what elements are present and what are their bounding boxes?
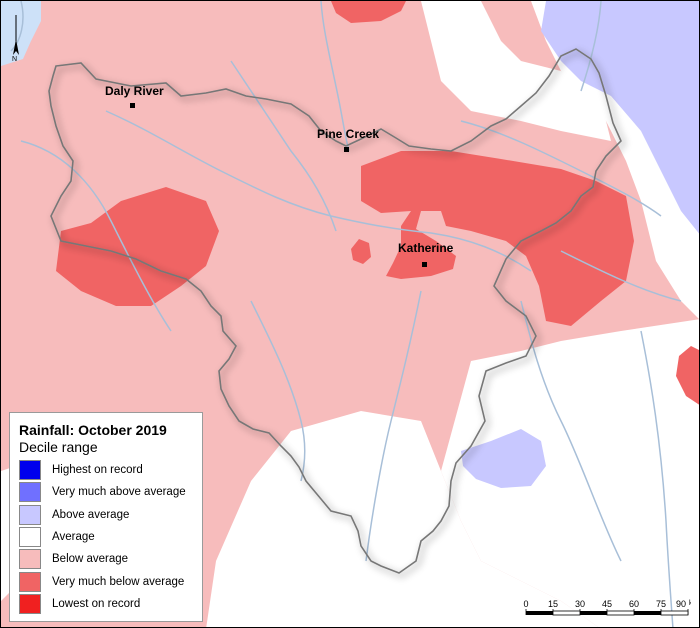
legend-item-very-much-above-average: Very much above average: [19, 481, 186, 503]
legend-label: Very much below average: [52, 576, 185, 588]
legend-swatch: [19, 482, 41, 502]
katherine-region-outline: [48, 48, 622, 574]
legend-label: Very much above average: [52, 486, 186, 498]
town-label: Daly River: [105, 84, 164, 98]
town-katherine: Katherine: [398, 241, 454, 267]
scale-tick-label: 0: [523, 599, 528, 609]
legend-label: Lowest on record: [52, 598, 141, 610]
region-average-southeast: [441, 319, 699, 627]
legend-item-highest-on-record: Highest on record: [19, 459, 143, 481]
legend-swatch: [19, 594, 41, 614]
legend-swatch: [19, 460, 41, 480]
region-above-average-southeast: [461, 429, 546, 488]
region-above-average-east: [541, 1, 699, 234]
legend-swatch: [19, 572, 41, 592]
north-label: N: [12, 56, 17, 63]
scale-bar: 0 15 30 45 60 75 90 km: [521, 597, 699, 623]
scale-tick-label: 75: [656, 599, 666, 609]
legend-title: Rainfall: October 2019: [19, 422, 167, 438]
scale-bar-graphic: 0 15 30 45 60 75 90 km: [523, 599, 699, 616]
map-legend: Rainfall: October 2019 Decile range High…: [9, 412, 203, 622]
town-pine-creek: Pine Creek: [317, 127, 379, 152]
town-daly-river: Daly River: [105, 84, 164, 108]
region-very-much-below-average-small: [351, 239, 371, 264]
region-average-north: [421, 1, 611, 141]
scale-tick-label: 30: [575, 599, 585, 609]
river-network: [10, 1, 682, 627]
scale-unit-label: km: [689, 600, 691, 607]
legend-label: Above average: [52, 509, 130, 521]
legend-swatch: [19, 505, 41, 525]
town-label: Katherine: [398, 241, 454, 255]
legend-item-above-average: Above average: [19, 504, 129, 526]
legend-subtitle: Decile range: [19, 439, 98, 455]
north-arrow-icon: [13, 39, 19, 55]
scale-tick-label: 60: [629, 599, 639, 609]
legend-swatch: [19, 527, 41, 547]
legend-item-average: Average: [19, 526, 95, 548]
town-marker: [130, 103, 135, 108]
legend-label: Highest on record: [52, 464, 143, 476]
scale-tick-label: 15: [548, 599, 558, 609]
north-arrow: N: [12, 15, 19, 63]
legend-item-lowest-on-record: Lowest on record: [19, 593, 140, 615]
legend-label: Below average: [52, 553, 129, 565]
legend-item-below-average: Below average: [19, 548, 128, 570]
region-very-much-below-average-north: [331, 1, 406, 23]
scale-tick-label: 90: [676, 599, 686, 609]
region-very-much-below-average-east: [676, 346, 699, 405]
legend-label: Average: [52, 531, 95, 543]
town-label: Pine Creek: [317, 127, 379, 141]
town-marker: [344, 147, 349, 152]
region-very-much-below-average-central: [361, 151, 634, 326]
scale-tick-label: 45: [602, 599, 612, 609]
town-marker: [422, 262, 427, 267]
legend-swatch: [19, 549, 41, 569]
legend-item-very-much-below-average: Very much below average: [19, 571, 184, 593]
